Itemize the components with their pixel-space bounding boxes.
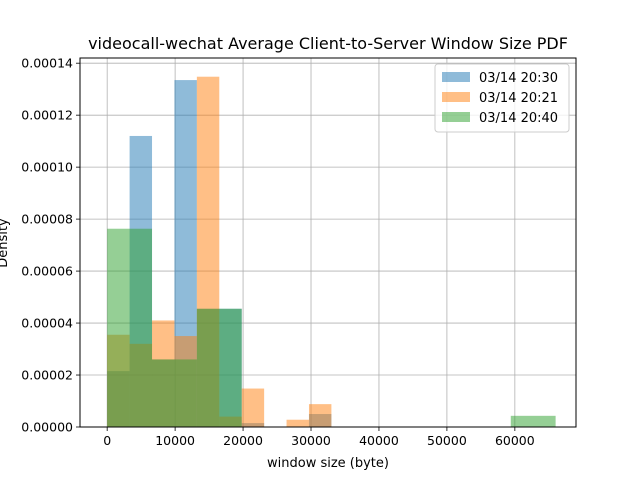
x-tick-label: 50000 [427, 433, 467, 448]
plot-frame [79, 57, 577, 428]
y-axis-ticks: 0.00000 0.00002 0.00004 0.00006 0.00008 0.000… [21, 56, 80, 435]
legend-label: 03/14 20:21 [479, 91, 558, 106]
legend-label: 03/14 20:30 [479, 71, 558, 86]
legend: 03/14 20:30 03/14 20:21 03/14 20:40 [434, 63, 570, 133]
histogram-bar [241, 388, 265, 427]
x-tick-label: 20000 [223, 433, 263, 448]
legend-swatch [442, 112, 470, 122]
histogram-bar [152, 359, 197, 427]
x-tick-label: 0 [103, 433, 111, 448]
x-tick-label: 10000 [155, 433, 195, 448]
y-tick-label: 0.00012 [21, 108, 73, 123]
x-tick-label: 40000 [359, 433, 399, 448]
legend-swatch [442, 72, 470, 82]
x-tick-label: 60000 [495, 433, 535, 448]
y-axis-label: Density [0, 218, 11, 268]
histogram-bar [510, 415, 556, 427]
y-tick-label: 0.00010 [21, 160, 73, 175]
legend-swatch [442, 92, 470, 102]
x-axis-ticks: 0 10000 20000 30000 40000 50000 60000 [103, 427, 535, 448]
bars [107, 76, 556, 428]
histogram-bar [286, 419, 309, 427]
histogram-bar [308, 404, 332, 427]
legend-label: 03/14 20:40 [479, 111, 558, 126]
y-tick-label: 0.00000 [21, 420, 73, 435]
x-tick-label: 30000 [291, 433, 331, 448]
x-axis-label: window size (byte) [267, 456, 389, 471]
chart-title: videocall-wechat Average Client-to-Serve… [88, 34, 568, 53]
y-tick-label: 0.00004 [21, 316, 73, 331]
y-tick-label: 0.00008 [21, 212, 73, 227]
y-tick-label: 0.00006 [21, 264, 73, 279]
y-tick-label: 0.00014 [21, 56, 73, 71]
histogram-bar [196, 308, 242, 427]
series-2 [107, 228, 556, 427]
y-tick-label: 0.00002 [21, 368, 73, 383]
histogram-bar [107, 228, 153, 427]
